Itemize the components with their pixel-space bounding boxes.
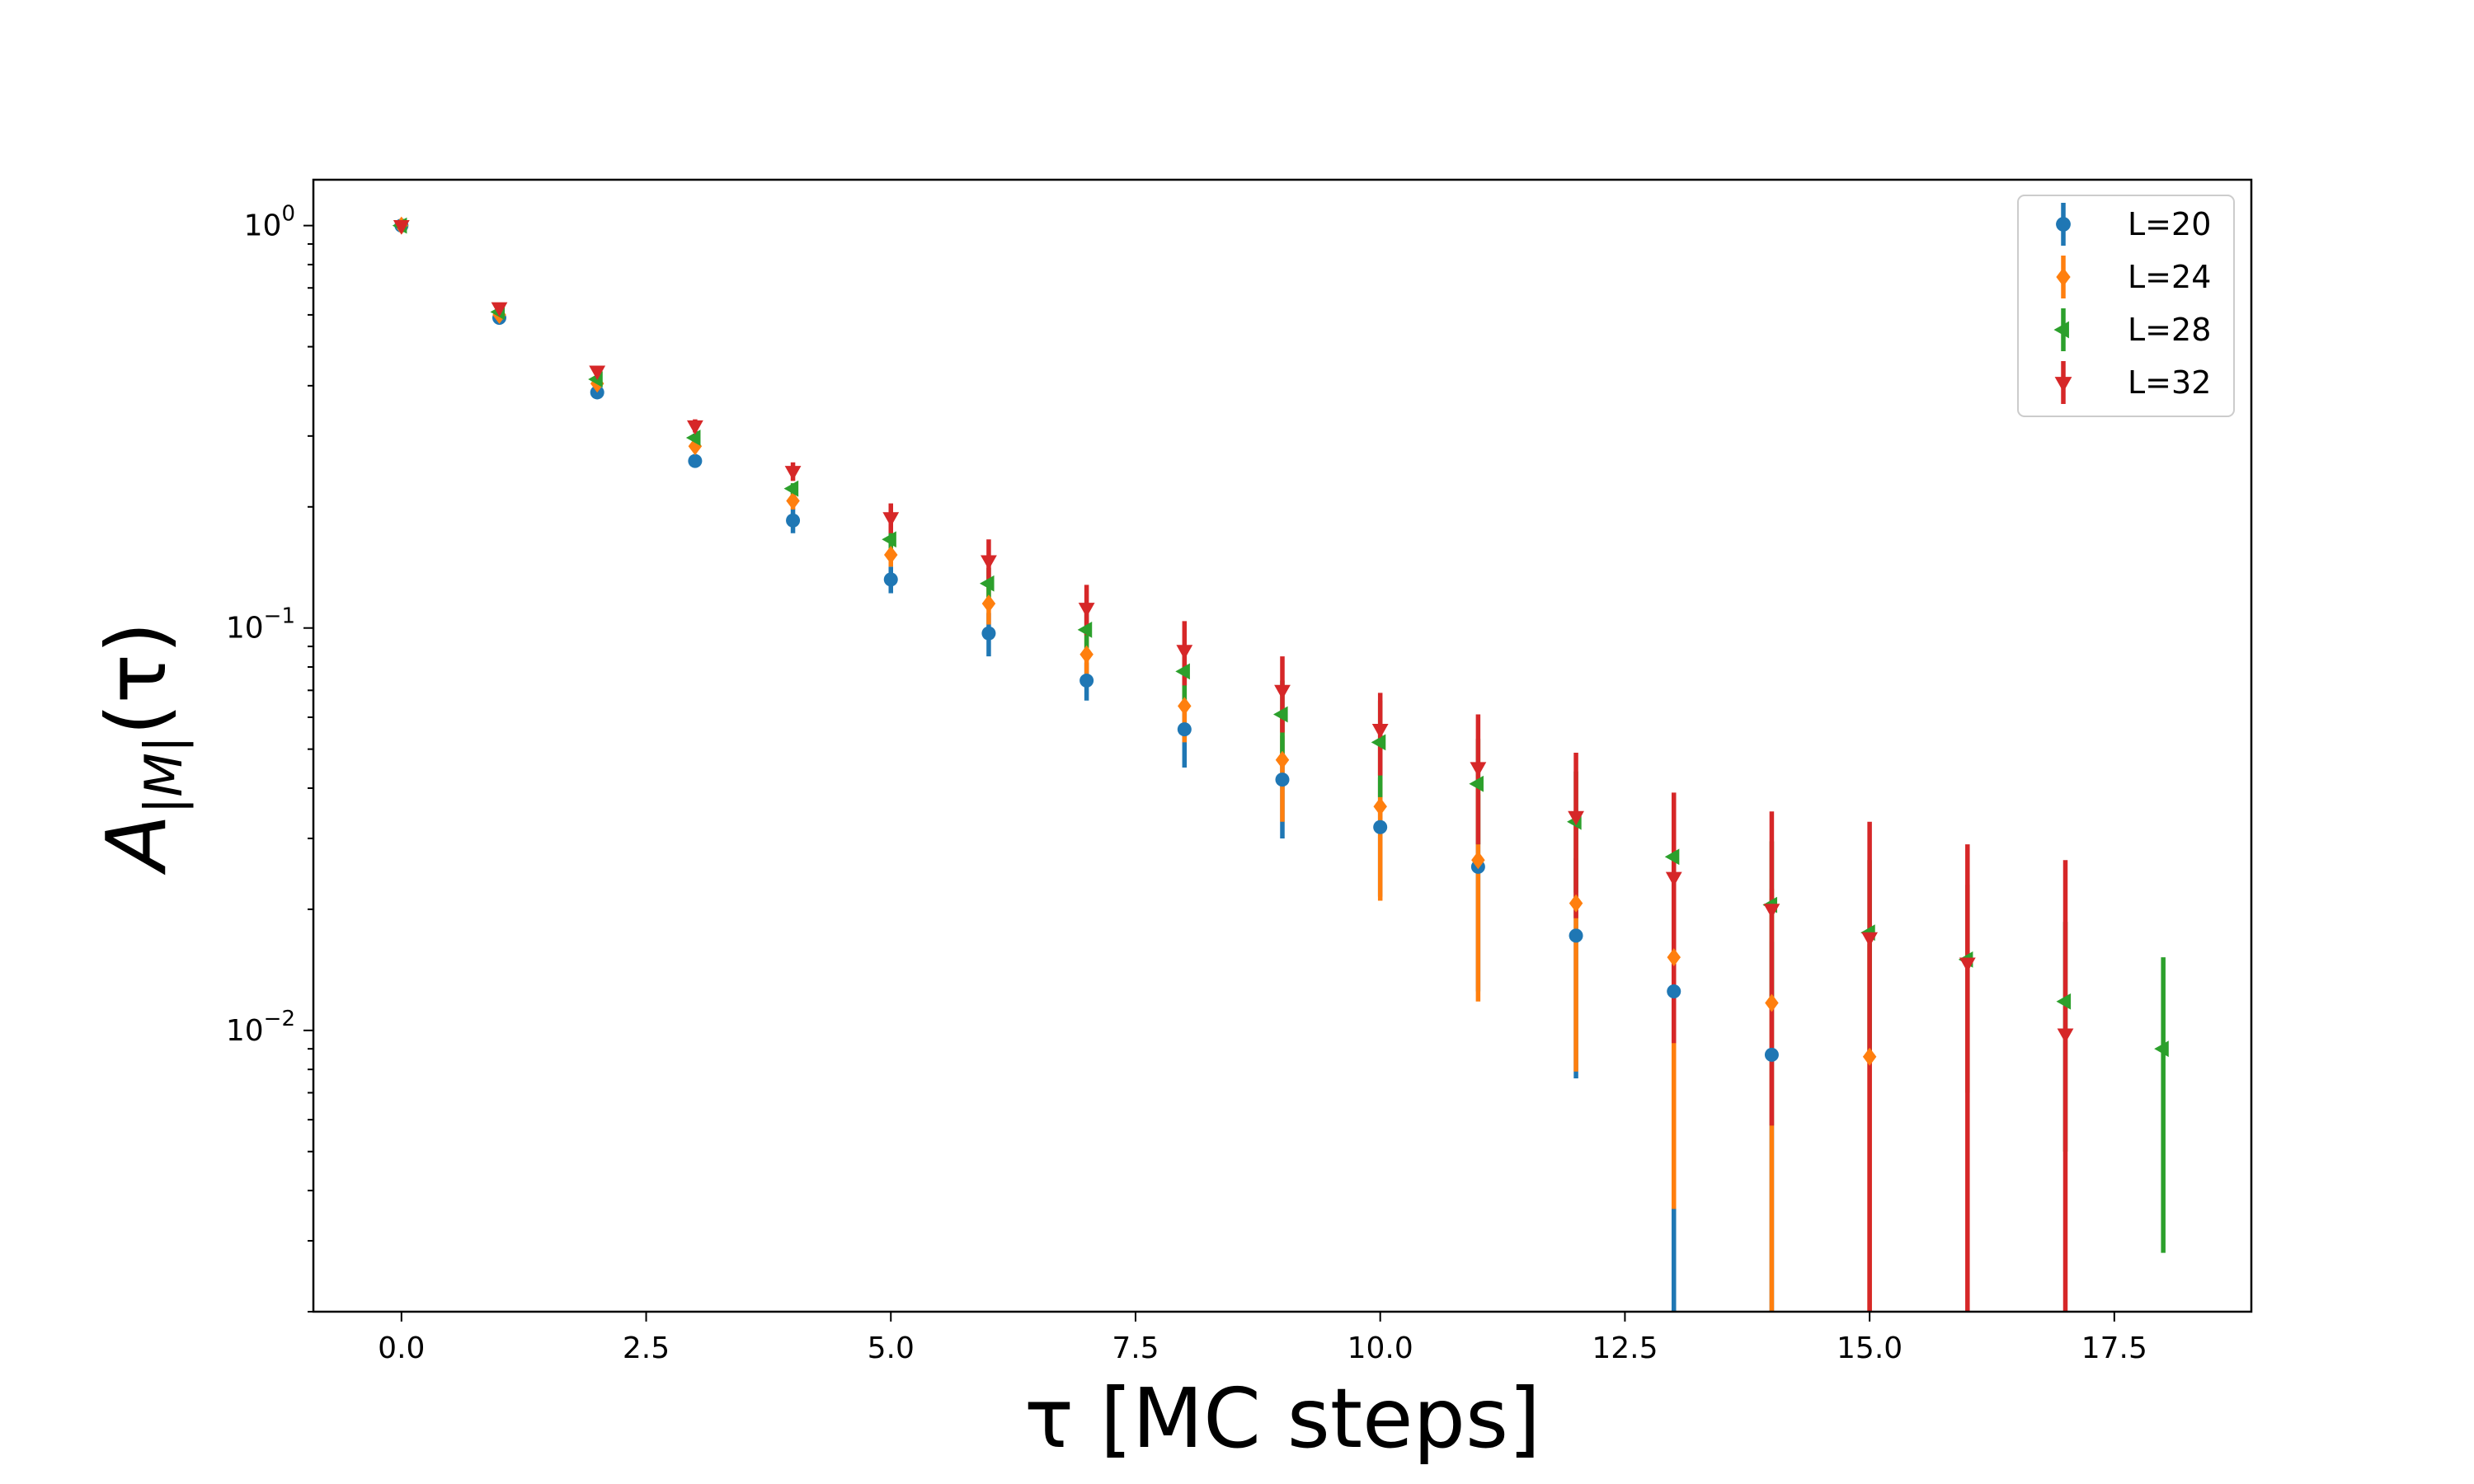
point-l-32	[981, 555, 997, 571]
point-l-28	[1175, 663, 1190, 680]
point-l-20	[786, 513, 801, 528]
legend-label-l-20: L=20	[2128, 206, 2211, 242]
x-axis-ticks: 0.0 2.5 5.0 7.5 10.0 12.5 15.0 17.5	[378, 1312, 2147, 1365]
legend-label-l-24: L=24	[2128, 259, 2211, 295]
point-l-24	[1765, 993, 1779, 1012]
point-l-24	[1079, 645, 1094, 664]
point-l-24	[1862, 1047, 1877, 1066]
point-l-32	[1371, 724, 1389, 739]
point-l-20	[1569, 928, 1583, 943]
point-l-32	[393, 220, 410, 235]
point-l-28	[2056, 993, 2072, 1010]
x-tick-label: 12.5	[1592, 1331, 1658, 1365]
point-l-20	[1275, 773, 1290, 787]
x-tick-label: 0.0	[378, 1331, 425, 1365]
point-l-32	[589, 365, 606, 381]
marker-layer	[392, 216, 2169, 1066]
point-l-32	[686, 420, 703, 435]
legend: L=20 L=24 L=28 L=32	[2017, 195, 2235, 417]
y-axis-ticks: 100 10−1 10−2	[226, 202, 313, 1313]
point-l-20	[1177, 722, 1192, 737]
point-l-28	[1469, 775, 1484, 792]
legend-marker-l-24	[2056, 267, 2071, 287]
svg-text:A|M|(τ): A|M|(τ)	[88, 622, 195, 876]
point-l-24	[981, 594, 996, 613]
point-l-32	[1176, 645, 1193, 660]
point-l-20	[1667, 984, 1681, 999]
point-l-28	[1664, 848, 1680, 866]
point-l-32	[1470, 762, 1487, 777]
point-l-20	[883, 572, 898, 587]
point-l-28	[2154, 1040, 2169, 1058]
errorbar-layer	[399, 224, 2166, 1312]
point-l-20	[688, 453, 703, 468]
legend-label-l-32: L=32	[2128, 364, 2211, 401]
point-l-24	[1178, 697, 1192, 716]
point-l-20	[981, 626, 996, 641]
point-l-32	[1078, 603, 1095, 618]
x-tick-label: 17.5	[2081, 1331, 2147, 1365]
point-l-20	[1764, 1047, 1779, 1062]
point-l-32	[1665, 871, 1682, 887]
point-l-24	[1667, 948, 1681, 967]
point-l-32	[1861, 932, 1879, 947]
point-l-32	[882, 512, 900, 527]
legend-marker-l-28	[2053, 321, 2069, 339]
point-l-32	[2057, 1028, 2074, 1044]
point-l-24	[1471, 851, 1485, 870]
point-l-28	[783, 480, 799, 497]
point-l-20	[1373, 819, 1388, 834]
x-tick-label: 10.0	[1348, 1331, 1413, 1365]
y-axis-label-arg: (τ)	[88, 622, 185, 735]
point-l-32	[1568, 810, 1584, 826]
point-l-24	[884, 545, 898, 564]
point-l-28	[1371, 734, 1386, 751]
y-axis-label-sub: |M|	[134, 735, 195, 814]
x-tick-label: 15.0	[1837, 1331, 1903, 1365]
x-tick-label: 5.0	[868, 1331, 915, 1365]
y-tick-label: 10−1	[226, 604, 295, 646]
legend-marker-l-20	[2056, 217, 2071, 232]
point-l-28	[979, 575, 995, 592]
point-l-24	[1275, 750, 1290, 769]
point-l-32	[1763, 904, 1780, 918]
y-tick-label: 10−2	[226, 1007, 295, 1048]
point-l-28	[1077, 621, 1093, 638]
x-axis-label: τ [MC steps]	[1024, 1370, 1540, 1467]
legend-marker-l-32	[2054, 377, 2072, 392]
point-l-32	[1959, 957, 1976, 973]
y-tick-label: 100	[244, 202, 295, 243]
point-l-32	[491, 302, 508, 317]
legend-frame	[2017, 195, 2235, 417]
plot-frame	[312, 178, 2253, 1313]
point-l-28	[685, 430, 701, 446]
point-l-24	[786, 491, 800, 510]
y-axis-label-main: A	[88, 815, 185, 876]
point-l-32	[1274, 684, 1291, 700]
point-l-24	[1569, 894, 1583, 913]
point-l-28	[1273, 706, 1288, 723]
point-l-32	[784, 466, 802, 481]
point-l-28	[882, 531, 896, 548]
point-l-20	[1079, 674, 1094, 688]
y-axis-label: A|M|(τ)	[88, 622, 195, 876]
point-l-24	[1373, 797, 1387, 816]
legend-label-l-28: L=28	[2128, 312, 2211, 348]
x-tick-label: 7.5	[1112, 1331, 1159, 1365]
x-tick-label: 2.5	[623, 1331, 670, 1365]
